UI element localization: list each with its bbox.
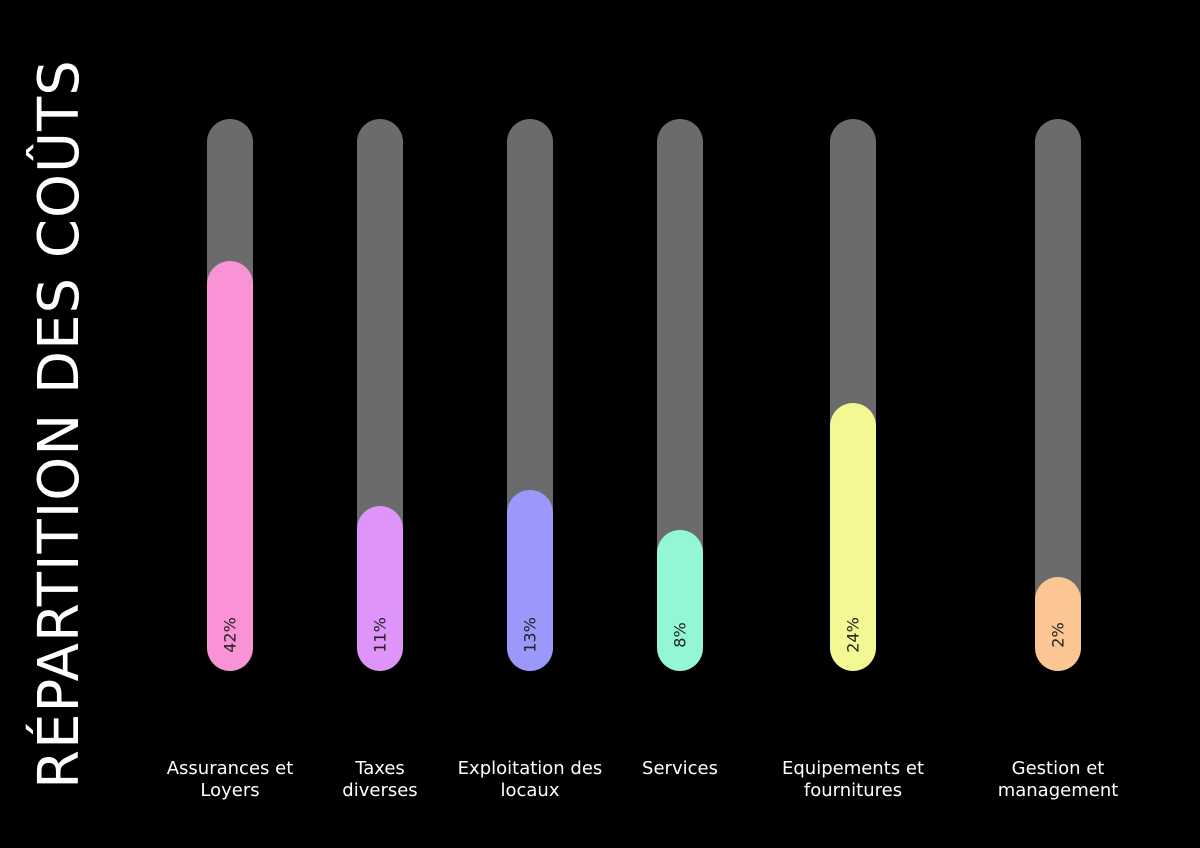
bar-track: 11% [357,119,403,671]
bar-track: 42% [207,119,253,671]
bar-value-label: 42% [220,617,240,653]
category-label: Services [642,758,718,779]
category-label: Assurances et Loyers [166,758,294,801]
bar-value-label: 13% [520,617,540,653]
bar-track: 24% [830,119,876,671]
bar: 11% [357,506,403,671]
bar-track: 13% [507,119,553,671]
bar-value-label: 11% [370,617,390,653]
bar-value-label: 24% [843,617,863,653]
chart-title: RÉPARTITION DES COÛTS [27,59,92,789]
bar-track: 8% [657,119,703,671]
category-label: Gestion et management [997,758,1119,801]
category-label: Equipements et fournitures [781,758,924,801]
category-label: Exploitation des locaux [457,758,603,801]
bar: 8% [657,529,703,671]
bar: 2% [1035,577,1081,671]
category-label: Taxes diverses [342,758,418,801]
bar: 24% [830,403,876,671]
bar-value-label: 2% [1048,622,1068,648]
bar-value-label: 8% [670,622,690,648]
bar: 13% [507,490,553,671]
bar: 42% [207,261,253,671]
bar-track: 2% [1035,119,1081,671]
